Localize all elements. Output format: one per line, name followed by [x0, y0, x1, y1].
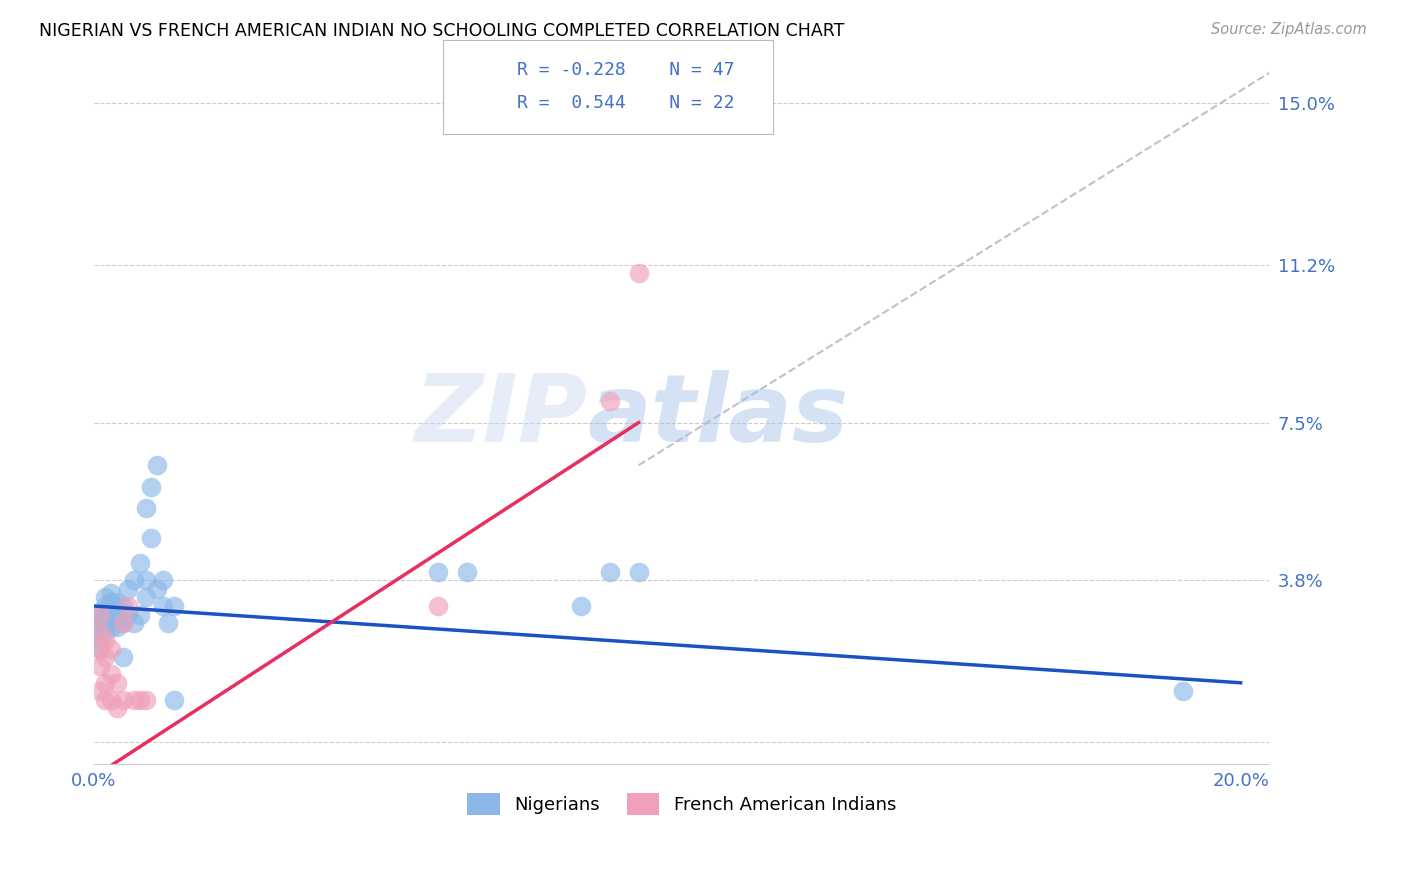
Point — [599, 394, 621, 409]
Text: NIGERIAN VS FRENCH AMERICAN INDIAN NO SCHOOLING COMPLETED CORRELATION CHART: NIGERIAN VS FRENCH AMERICAN INDIAN NO SC… — [39, 22, 845, 40]
Text: ZIP: ZIP — [415, 370, 588, 462]
Point — [105, 620, 128, 634]
Point — [122, 693, 145, 707]
Point — [122, 615, 145, 630]
Point — [111, 650, 134, 665]
Point — [94, 633, 117, 648]
Text: Source: ZipAtlas.com: Source: ZipAtlas.com — [1211, 22, 1367, 37]
Point — [135, 500, 157, 515]
Point — [89, 607, 111, 622]
Point — [100, 667, 122, 681]
Point — [100, 641, 122, 656]
Point — [89, 658, 111, 673]
Point — [152, 599, 174, 613]
Point — [599, 565, 621, 579]
Text: atlas: atlas — [588, 370, 849, 462]
Point — [94, 591, 117, 605]
Point — [105, 612, 128, 626]
Point — [163, 599, 186, 613]
Text: R =  0.544    N = 22: R = 0.544 N = 22 — [517, 94, 735, 112]
Point — [426, 565, 449, 579]
Point — [117, 607, 139, 622]
Point — [94, 650, 117, 665]
Point — [111, 599, 134, 613]
Point — [128, 557, 150, 571]
Point — [100, 586, 122, 600]
Point — [117, 582, 139, 596]
Point — [105, 675, 128, 690]
Point — [146, 582, 169, 596]
Point — [111, 615, 134, 630]
Point — [89, 633, 111, 648]
Point — [569, 599, 592, 613]
Point — [100, 595, 122, 609]
Text: R = -0.228    N = 47: R = -0.228 N = 47 — [517, 61, 735, 78]
Point — [135, 574, 157, 588]
Point — [94, 599, 117, 613]
Point — [89, 684, 111, 698]
Point — [135, 591, 157, 605]
Point — [157, 615, 180, 630]
Point — [111, 693, 134, 707]
Point — [627, 565, 650, 579]
Point — [89, 641, 111, 656]
Point — [426, 599, 449, 613]
Point — [111, 615, 134, 630]
Point — [105, 595, 128, 609]
Point — [89, 624, 111, 639]
Point — [117, 599, 139, 613]
Legend: Nigerians, French American Indians: Nigerians, French American Indians — [458, 784, 905, 824]
Point — [105, 603, 128, 617]
Point — [100, 612, 122, 626]
Point — [627, 266, 650, 280]
Point — [100, 693, 122, 707]
Point — [89, 624, 111, 639]
Point — [94, 615, 117, 630]
Point — [152, 574, 174, 588]
Point — [1173, 684, 1195, 698]
Point — [89, 615, 111, 630]
Point — [89, 607, 111, 622]
Point — [89, 641, 111, 656]
Point — [128, 693, 150, 707]
Point — [89, 607, 111, 622]
Point — [456, 565, 478, 579]
Point — [122, 574, 145, 588]
Point — [128, 607, 150, 622]
Point — [141, 479, 163, 493]
Point — [141, 531, 163, 545]
Point — [94, 693, 117, 707]
Point — [94, 675, 117, 690]
Point — [100, 620, 122, 634]
Point — [146, 458, 169, 473]
Point — [135, 693, 157, 707]
Point — [100, 603, 122, 617]
Point — [94, 607, 117, 622]
Point — [163, 693, 186, 707]
Point — [94, 624, 117, 639]
Point — [105, 701, 128, 715]
